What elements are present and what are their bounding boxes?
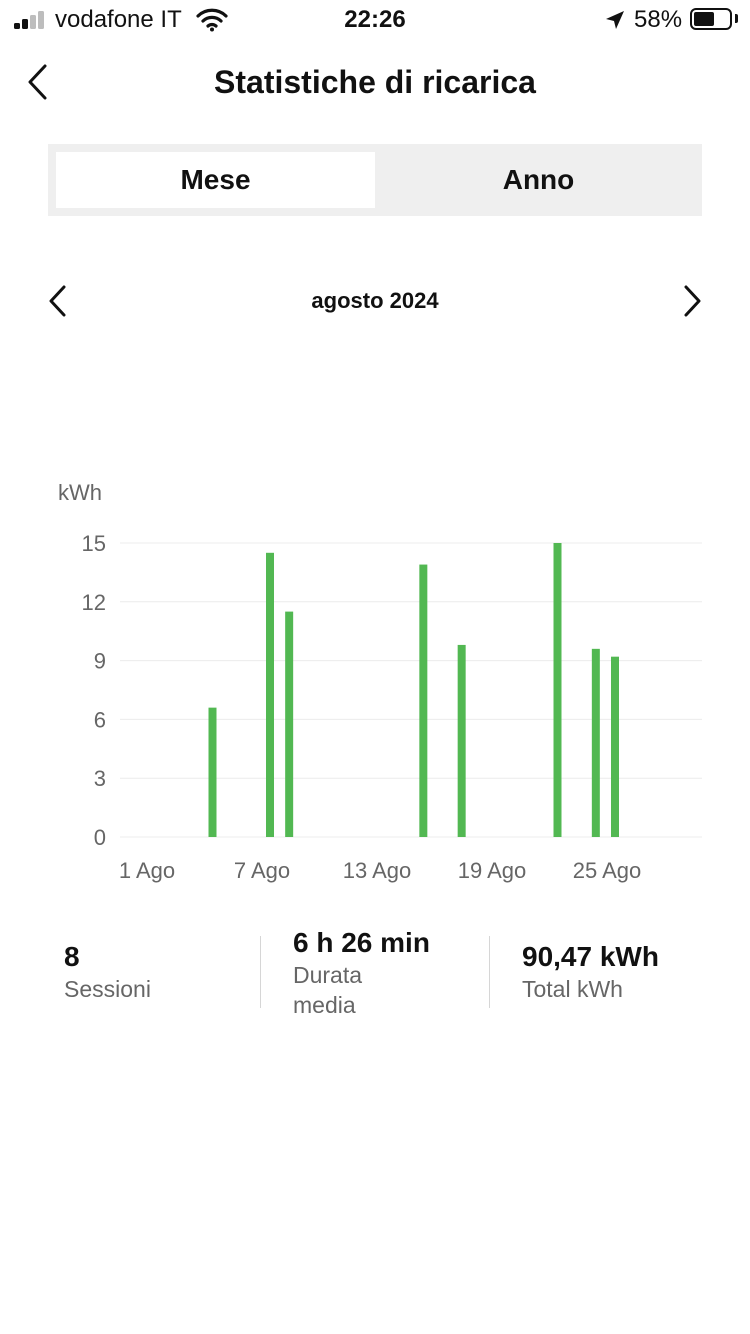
battery-icon [690,8,732,30]
battery-cap [735,14,738,23]
y-tick-label: 6 [94,707,106,732]
avg-duration-label-line2: media [293,992,356,1018]
y-tick-label: 9 [94,649,106,674]
bar-day-7[interactable] [266,552,274,837]
chevron-right-icon [684,285,701,317]
x-tick-label: 19 Ago [458,858,527,883]
bar-day-4[interactable] [208,707,217,837]
avg-duration-label-line1: Durata [293,962,363,988]
stat-divider [489,936,490,1008]
total-kwh-stat: 90,47 kWh Total kWh [522,940,659,1004]
bar-day-17[interactable] [457,644,466,837]
total-kwh-label: Total kWh [522,976,623,1002]
previous-month-button[interactable] [40,282,76,322]
x-tick-label: 13 Ago [343,858,412,883]
location-arrow-icon [606,11,624,29]
avg-duration-value: 6 h 26 min [293,927,430,958]
cellular-signal-icon [14,11,48,29]
y-tick-label: 3 [94,766,106,791]
sessions-value: 8 [64,941,80,972]
carrier-name: vodafone IT [55,6,182,33]
stat-divider [260,936,261,1008]
total-kwh-value: 90,47 kWh [522,941,659,972]
bar-day-24[interactable] [591,648,600,837]
y-tick-label: 15 [82,531,106,556]
sessions-label: Sessioni [64,976,151,1002]
status-bar: vodafone IT 22:26 58% [0,0,750,42]
x-tick-label: 25 Ago [573,858,642,883]
wifi-icon [196,8,228,32]
tab-year[interactable]: Anno [502,164,575,195]
chevron-left-icon [49,285,66,317]
sessions-stat: 8 Sessioni [64,940,151,1004]
header: Statistiche di ricarica [0,50,750,120]
status-time: 22:26 [344,6,406,33]
period-segmented-control: Mese Anno [48,144,702,216]
x-tick-label: 7 Ago [234,858,290,883]
back-button[interactable] [18,60,62,104]
current-month-label: agosto 2024 [311,288,439,313]
stats-summary: 8 Sessioni 6 h 26 min Durata media 90,47… [0,920,750,1030]
bar-day-15[interactable] [419,564,428,837]
kwh-bar-chart: kWh 0 3 6 9 12 15 1 Ago 7 Ago 13 Ago 19 Ago 25 Ag… [58,480,702,883]
bar-day-22[interactable] [553,543,562,837]
bar-day-8[interactable] [285,611,294,837]
chevron-left-icon [28,64,47,100]
y-axis-label: kWh [58,480,102,505]
x-tick-label: 1 Ago [119,858,175,883]
battery-fill [694,12,714,26]
bar-day-25[interactable] [611,656,619,837]
next-month-button[interactable] [674,282,710,322]
y-tick-label: 12 [82,590,106,615]
tab-month[interactable]: Mese [56,152,375,208]
avg-duration-stat: 6 h 26 min Durata media [293,926,430,1020]
page-title: Statistiche di ricarica [214,64,536,100]
month-navigation: agosto 2024 [0,270,750,330]
battery-percentage: 58% [634,6,683,33]
y-tick-label: 0 [94,825,106,850]
